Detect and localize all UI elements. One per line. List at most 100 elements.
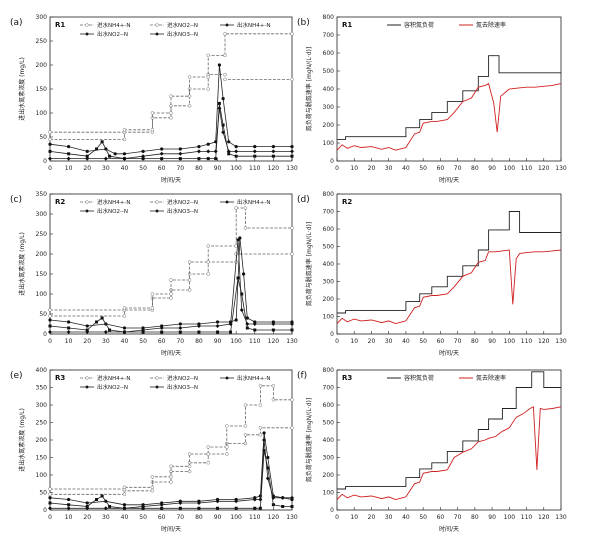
legend-label: 进水NO2--N [167, 21, 198, 29]
data-point [223, 32, 227, 36]
series-line-0 [337, 371, 561, 490]
x-tick-label: 20 [83, 165, 91, 172]
legend-marker [85, 385, 89, 389]
y-axis-label: 进出水氮素浓度 (mg/L) [18, 232, 26, 296]
data-point [141, 504, 146, 509]
data-point [48, 506, 52, 511]
x-tick-label: 90 [214, 338, 222, 345]
data-point [122, 156, 127, 161]
y-tick-label: 0 [43, 331, 47, 338]
x-tick-label: 110 [521, 514, 533, 521]
data-point [197, 506, 201, 510]
data-point [215, 324, 220, 328]
data-point [290, 328, 294, 332]
y-tick-label: 700 [323, 209, 335, 216]
data-point [258, 433, 263, 437]
data-point [253, 145, 257, 149]
data-point [187, 464, 192, 468]
data-point [217, 63, 221, 67]
data-point [108, 154, 112, 158]
series-line-0 [337, 211, 561, 314]
x-tick-label: 10 [65, 514, 73, 521]
x-tick-label: 60 [437, 338, 445, 345]
x-tick-label: 0 [335, 165, 339, 172]
data-point [271, 149, 276, 154]
x-tick-label: 70 [454, 338, 462, 345]
data-point [253, 328, 257, 332]
y-tick-label: 100 [323, 140, 335, 147]
panel-letter: (b) [297, 18, 310, 28]
y-tick-label: 400 [323, 261, 335, 268]
data-point [160, 330, 164, 334]
data-point [239, 308, 244, 312]
data-point [217, 101, 221, 105]
y-tick-label: 100 [323, 314, 335, 321]
x-tick-label: 20 [368, 514, 376, 521]
x-tick-label: 130 [286, 165, 298, 172]
panel-letter: (f) [297, 371, 307, 381]
data-point [187, 104, 192, 108]
data-point [187, 469, 192, 474]
x-tick-label: 80 [471, 338, 479, 345]
legend-label: 出水NO2--N [97, 383, 128, 391]
data-point [48, 308, 52, 312]
data-point [48, 324, 52, 328]
data-point [216, 506, 220, 510]
data-point [245, 326, 249, 330]
y-tick-label: 300 [36, 402, 48, 409]
reactor-label: R2 [55, 198, 65, 206]
data-point [234, 145, 238, 149]
data-point [245, 322, 250, 326]
x-tick-label: 100 [230, 514, 242, 521]
y-tick-label: 700 [323, 385, 335, 392]
y-tick-label: 600 [323, 402, 335, 409]
data-point [258, 426, 263, 430]
legend-label: 出水NO3--N [167, 383, 198, 391]
data-point [290, 149, 294, 154]
x-tick-label: 0 [48, 165, 52, 172]
data-point [48, 156, 52, 161]
data-point [100, 494, 104, 498]
data-point [252, 149, 257, 154]
x-tick-label: 60 [437, 165, 445, 172]
x-axis-label: 时间/天 [439, 176, 459, 184]
legend-label: 容积氮负荷 [404, 21, 434, 29]
data-point [227, 152, 231, 156]
x-tick-label: 0 [48, 514, 52, 521]
series-line-1 [336, 82, 562, 151]
x-tick-label: 130 [555, 338, 567, 345]
data-point [48, 330, 52, 334]
data-point [103, 156, 108, 161]
legend-marker [155, 23, 159, 27]
y-axis-label: 氮负荷与脱氮速率 [mgN/(L·d)] [305, 47, 313, 132]
data-point [178, 326, 183, 330]
y-tick-label: 50 [39, 134, 47, 141]
reactor-label: R3 [55, 374, 65, 382]
x-tick-label: 10 [350, 338, 358, 345]
data-point [85, 324, 89, 328]
reactor-label: R2 [342, 198, 352, 206]
data-point [271, 322, 276, 326]
data-point [206, 445, 210, 449]
data-point [48, 496, 52, 500]
legend-label: 进水NO2--N [167, 198, 198, 206]
y-tick-label: 300 [323, 104, 335, 111]
data-point [95, 147, 99, 151]
data-point [108, 505, 112, 508]
y-tick-label: 600 [323, 50, 335, 57]
x-tick-label: 110 [249, 514, 261, 521]
x-tick-label: 60 [158, 338, 166, 345]
data-point [150, 489, 155, 493]
legend-marker [155, 376, 159, 380]
data-point [169, 292, 173, 296]
legend-label: 进水NO2--N [167, 374, 198, 382]
data-point [178, 506, 182, 510]
series-line-1 [50, 385, 292, 490]
data-point [187, 75, 192, 79]
y-tick-label: 250 [36, 420, 48, 427]
data-point [187, 452, 192, 456]
y-tick-label: 0 [330, 507, 334, 514]
legend-marker [85, 200, 89, 204]
data-point [258, 506, 262, 510]
